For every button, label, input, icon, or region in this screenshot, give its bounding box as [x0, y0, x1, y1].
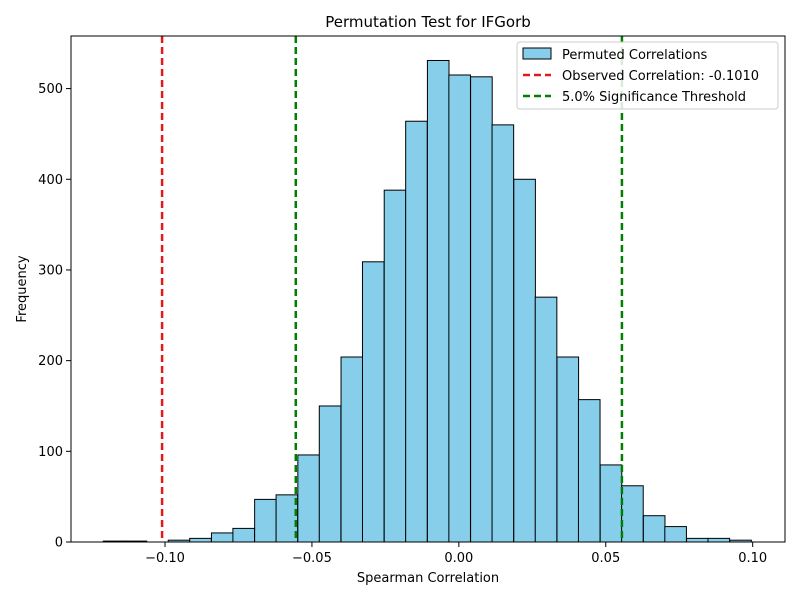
histogram-bar	[664, 526, 687, 543]
legend-box	[516, 41, 779, 110]
y-tick-label: 500	[38, 82, 63, 97]
x-axis-ticks: −0.10 −0.05 0.00 0.05 0.10	[145, 542, 767, 566]
histogram-bar	[642, 515, 666, 543]
histogram-bar	[297, 454, 320, 543]
histogram-bar	[426, 59, 450, 543]
legend-label-observed: Observed Correlation: -0.1010	[562, 69, 759, 84]
histogram-bar	[577, 399, 601, 543]
legend-patch-permuted	[522, 47, 552, 60]
histogram-bar	[232, 527, 255, 543]
x-axis-label: Spearman Correlation	[357, 571, 499, 586]
histogram-bar	[254, 498, 277, 543]
histogram-bar	[361, 261, 385, 543]
chart-title: Permutation Test for IFGorb	[325, 13, 531, 31]
histogram-bar	[513, 178, 536, 543]
y-axis-ticks: 0 100 200 300 400 500	[38, 82, 71, 551]
histogram-bar	[491, 124, 515, 543]
y-tick-label: 400	[38, 173, 63, 188]
vertical-lines-layer	[160, 36, 624, 542]
x-tick-label: 0.00	[444, 551, 473, 566]
legend: Permuted Correlations Observed Correlati…	[516, 41, 779, 110]
histogram-bar	[189, 537, 212, 543]
y-tick-label: 0	[55, 536, 63, 551]
x-tick-label: −0.05	[292, 551, 332, 566]
plot-frame	[70, 35, 786, 543]
legend-label-permuted: Permuted Correlations	[562, 48, 708, 63]
x-tick-label: 0.05	[591, 551, 620, 566]
x-tick-label: 0.10	[738, 551, 767, 566]
histogram-bar	[707, 537, 731, 543]
histogram-bar	[556, 356, 580, 543]
y-tick-label: 300	[38, 263, 63, 278]
histogram-bar	[621, 485, 644, 543]
y-tick-label: 100	[38, 445, 63, 460]
histogram-bar	[599, 464, 623, 543]
histogram-bar	[448, 74, 471, 543]
histogram-bar	[210, 532, 234, 543]
histogram-bar	[383, 189, 407, 543]
histogram-bar	[275, 494, 299, 543]
legend-label-threshold: 5.0% Significance Threshold	[562, 90, 746, 105]
y-axis-label: Frequency	[15, 255, 30, 322]
bars-layer	[102, 59, 752, 543]
y-tick-label: 200	[38, 354, 63, 369]
x-tick-label: −0.10	[145, 551, 185, 566]
histogram-bar	[470, 76, 493, 543]
histogram-bar	[534, 296, 558, 543]
histogram-bar	[340, 356, 364, 543]
histogram-bar	[405, 120, 428, 543]
histogram-bar	[686, 537, 709, 543]
histogram-bar	[318, 405, 342, 543]
